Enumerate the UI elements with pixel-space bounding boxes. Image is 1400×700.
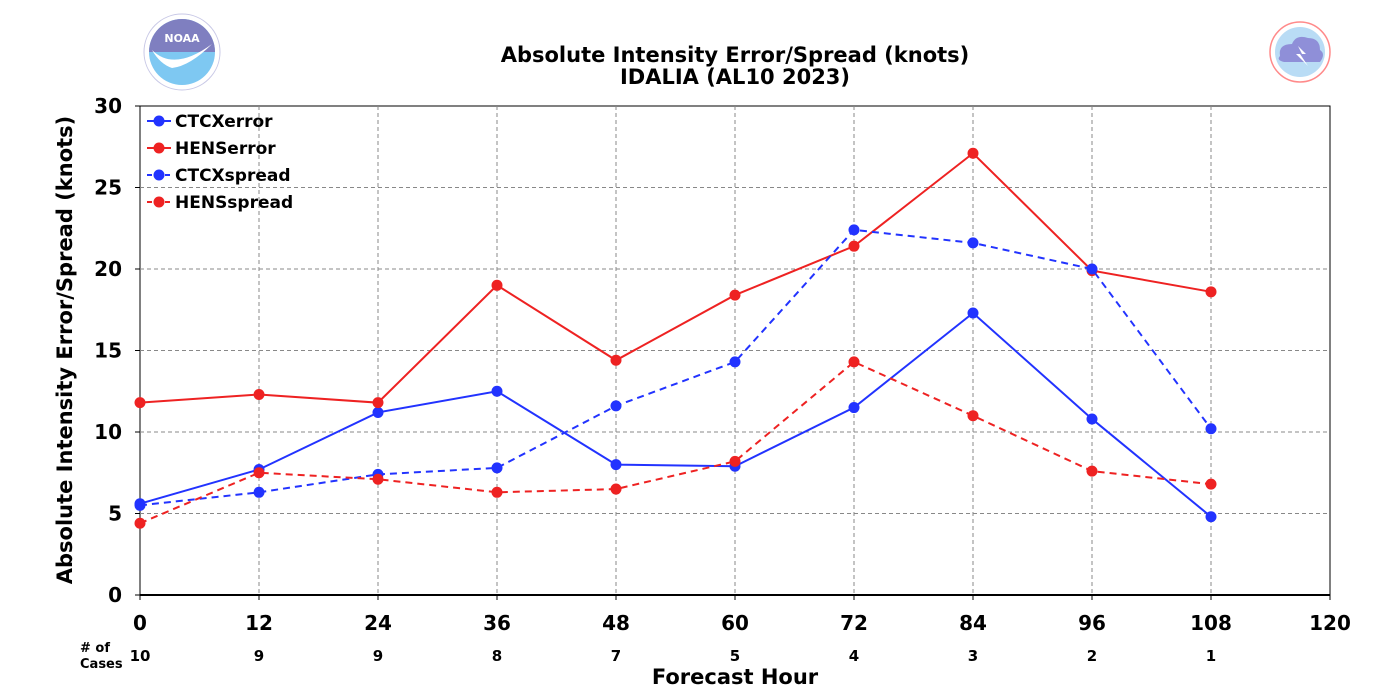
data-point	[1205, 423, 1217, 435]
x-tick-label: 0	[133, 611, 147, 635]
cases-label-line-2: Cases	[80, 657, 123, 672]
y-ticks: 0 5 10 15 20 25 30	[94, 94, 140, 607]
series-line	[139, 311, 1212, 518]
y-tick-label: 0	[108, 583, 122, 607]
data-point	[729, 289, 741, 301]
case-count: 7	[611, 647, 621, 665]
legend-marker	[153, 115, 165, 127]
x-axis-label: Forecast Hour	[652, 665, 819, 689]
x-tick-label: 48	[602, 611, 630, 635]
data-point	[491, 279, 503, 291]
legend-label: CTCXspread	[175, 166, 291, 186]
y-tick-label: 5	[108, 502, 122, 526]
chart-title: Absolute Intensity Error/Spread (knots)	[501, 43, 970, 67]
data-point	[253, 389, 265, 401]
data-point	[134, 517, 146, 529]
legend-marker	[153, 196, 165, 208]
x-tick-label: 36	[483, 611, 511, 635]
series-HENSspread	[134, 356, 1217, 529]
data-point	[848, 402, 860, 414]
y-tick-label: 15	[94, 339, 122, 363]
chart-subtitle: IDALIA (AL10 2023)	[620, 65, 850, 89]
series-HENSerror	[134, 147, 1217, 409]
data-point	[610, 354, 622, 366]
series-CTCXspread	[134, 224, 1217, 511]
legend: CTCXerror HENSerror CTCXspread HENSspread	[147, 112, 293, 213]
noaa-logo: NOAA	[143, 13, 221, 91]
data-point	[848, 224, 860, 236]
data-point	[1205, 511, 1217, 523]
x-tick-label: 108	[1190, 611, 1232, 635]
x-ticks: 0 12 24 36 48 60 72 84 96 108 120	[133, 595, 1351, 635]
data-point	[491, 385, 503, 397]
x-tick-label: 12	[245, 611, 273, 635]
x-tick-label: 24	[364, 611, 392, 635]
case-count: 8	[492, 647, 502, 665]
legend-marker	[153, 142, 165, 154]
nws-logo	[1262, 14, 1338, 90]
cases-label-line-1: # of	[80, 641, 110, 656]
y-axis-label: Absolute Intensity Error/Spread (knots)	[53, 116, 77, 585]
x-tick-label: 120	[1309, 611, 1351, 635]
data-point	[729, 455, 741, 467]
y-tick-label: 25	[94, 176, 122, 200]
series-line	[139, 228, 1212, 507]
case-count: 9	[373, 647, 383, 665]
case-count: 3	[968, 647, 978, 665]
case-count: 2	[1087, 647, 1097, 665]
data-point	[491, 462, 503, 474]
cases-row: 10 9 9 8 7 5 4 3 2 1	[130, 647, 1217, 665]
data-point	[1205, 286, 1217, 298]
series-lines	[134, 147, 1217, 529]
data-point	[967, 147, 979, 159]
x-tick-label: 72	[840, 611, 868, 635]
data-point	[134, 499, 146, 511]
legend-label: HENSerror	[175, 139, 276, 159]
legend-item: CTCXerror	[147, 112, 273, 132]
data-point	[372, 473, 384, 485]
data-point	[134, 397, 146, 409]
data-point	[610, 400, 622, 412]
x-tick-label: 60	[721, 611, 749, 635]
x-tick-label: 96	[1078, 611, 1106, 635]
data-point	[1086, 263, 1098, 275]
data-point	[491, 486, 503, 498]
data-point	[848, 356, 860, 368]
case-count: 1	[1206, 647, 1216, 665]
data-point	[967, 237, 979, 249]
case-count: 10	[130, 647, 151, 665]
legend-item: HENSspread	[147, 193, 293, 213]
data-point	[253, 467, 265, 479]
cases-label: # of Cases	[80, 641, 123, 672]
case-count: 4	[849, 647, 859, 665]
case-count: 9	[254, 647, 264, 665]
legend-item: CTCXspread	[147, 166, 291, 186]
legend-item: HENSerror	[147, 139, 276, 159]
data-point	[253, 486, 265, 498]
y-tick-label: 10	[94, 420, 122, 444]
data-point	[1086, 413, 1098, 425]
data-point	[848, 240, 860, 252]
x-tick-label: 84	[959, 611, 987, 635]
y-tick-label: 20	[94, 257, 122, 281]
data-point	[1086, 465, 1098, 477]
data-point	[729, 356, 741, 368]
data-point	[967, 410, 979, 422]
series-line	[139, 360, 1212, 525]
data-point	[372, 406, 384, 418]
legend-label: CTCXerror	[175, 112, 273, 132]
series-line	[139, 151, 1212, 404]
noaa-logo-text: NOAA	[164, 32, 200, 45]
data-point	[610, 483, 622, 495]
y-tick-label: 30	[94, 94, 122, 118]
legend-label: HENSspread	[175, 193, 293, 213]
data-point	[967, 307, 979, 319]
legend-marker	[153, 169, 165, 181]
data-point	[372, 397, 384, 409]
data-point	[1205, 478, 1217, 490]
case-count: 5	[730, 647, 740, 665]
data-point	[610, 459, 622, 471]
